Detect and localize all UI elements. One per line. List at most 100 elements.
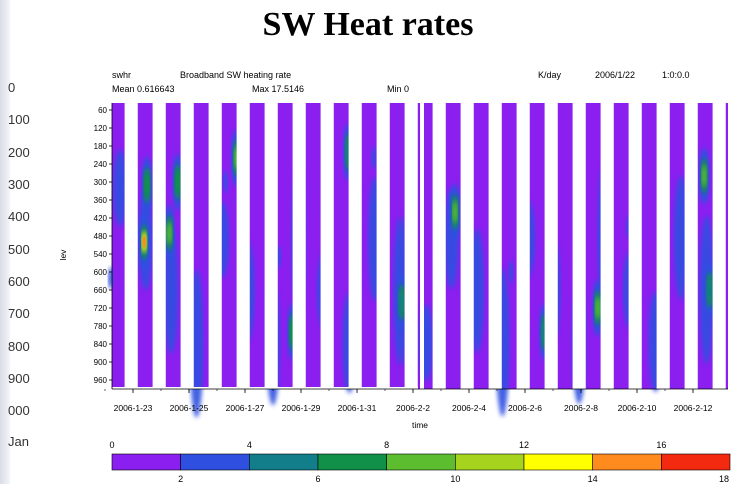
night-strip: [544, 103, 558, 389]
night-strip: [656, 103, 670, 389]
heatmap-cell: [113, 150, 127, 226]
night-strip: [712, 103, 726, 389]
page-title: SW Heat rates: [262, 6, 474, 43]
colorbar-segment: [523, 453, 593, 471]
min-label: Min 0: [387, 84, 410, 94]
background-axis-label: 500: [8, 242, 30, 257]
night-strip: [124, 103, 138, 389]
background-axis-label: 600: [8, 274, 30, 289]
y-tick-label: 660: [94, 286, 108, 295]
background-axis-label: Jan: [8, 434, 29, 449]
heatmap-cell: [166, 222, 172, 244]
colorbar-segment: [317, 453, 387, 471]
colorbar-top-label: 8: [384, 440, 389, 450]
colorbar-segment: [249, 453, 319, 471]
x-tick-label: 2006-1-27: [226, 403, 265, 413]
background-axis-label: 400: [8, 209, 30, 224]
night-strip: [376, 103, 390, 389]
y-tick-label: 840: [94, 340, 108, 349]
colorbar-top-label: 4: [247, 440, 252, 450]
variable-name: swhr: [112, 70, 132, 80]
night-strip: [516, 103, 530, 389]
x-tick-label: 2006-2-2: [396, 403, 430, 413]
background-axis-label: 300: [8, 177, 30, 192]
heatmap-cell: [142, 236, 146, 248]
night-strip: [600, 103, 614, 389]
x-tick-label: 2006-2-10: [618, 403, 657, 413]
heatmap-cell: [399, 291, 405, 313]
max-label: Max 17.5146: [252, 84, 305, 94]
y-tick-label: 600: [94, 268, 108, 277]
x-tick-label: 2006-2-6: [508, 403, 542, 413]
colorbar-segment: [111, 453, 181, 471]
heatmap-bottom-band: [112, 387, 418, 389]
night-strip: [320, 103, 334, 389]
y-axis-label: lev: [58, 249, 68, 261]
heatmap-cell: [175, 171, 181, 193]
night-strip: [348, 103, 362, 389]
night-strip: [432, 103, 446, 389]
colorbar-bottom-label: 2: [178, 474, 183, 484]
colorbar-top-label: 0: [109, 440, 114, 450]
y-tick-label: 240: [94, 160, 108, 169]
x-tick-label: 2006-1-23: [114, 403, 153, 413]
time-label: 1:0:0.0: [662, 70, 690, 80]
heatmap-cell: [707, 279, 713, 301]
x-tick-label: 2006-1-31: [338, 403, 377, 413]
y-tick-label: 120: [94, 124, 108, 133]
colorbar-segment: [180, 453, 250, 471]
colorbar-bottom-label: 10: [450, 474, 460, 484]
night-strip: [264, 103, 278, 389]
units-label: K/day: [538, 70, 562, 80]
left-edge-strip: [0, 0, 10, 484]
colorbar-segment: [661, 453, 731, 471]
background-axis-label: 100: [8, 112, 30, 127]
heatmap-cell: [144, 174, 150, 196]
heatmap-cell: [595, 297, 601, 319]
x-tick-label: 2006-2-12: [674, 403, 713, 413]
night-strip: [628, 103, 642, 389]
colorbar-segment: [455, 453, 525, 471]
y-tick-label: 420: [94, 214, 108, 223]
colorbar-bottom-label: 18: [719, 474, 729, 484]
background-axis-label: 800: [8, 339, 30, 354]
x-tick-label: 2006-1-25: [170, 403, 209, 413]
y-tick-label: 300: [94, 178, 108, 187]
night-strip: [236, 103, 250, 389]
background-axis-label: 0: [8, 80, 16, 95]
y-tick-label: 60: [98, 106, 107, 115]
y-tick-label: 720: [94, 304, 108, 313]
heatmap-cell: [164, 229, 178, 354]
heatmap-cell: [452, 201, 458, 223]
mean-label: Mean 0.616643: [112, 84, 175, 94]
colorbar-bottom-label: 14: [588, 474, 598, 484]
y-tick-label: 900: [94, 358, 108, 367]
y-tick-label: 360: [94, 196, 108, 205]
colorbar-segment: [592, 453, 662, 471]
heatmap-cell: [674, 175, 688, 300]
y-tick-label: 780: [94, 322, 108, 331]
background-axis-label: 200: [8, 145, 30, 160]
heatmap-cell: [222, 171, 228, 193]
night-strip: [292, 103, 306, 389]
heatmap-cell: [371, 147, 377, 169]
y-tick-label: 540: [94, 250, 108, 259]
heatmap-cell: [701, 165, 707, 187]
night-strip: [488, 103, 502, 389]
x-axis-label: time: [412, 420, 428, 430]
night-strip: [404, 103, 418, 389]
y-tick-label: 960: [94, 376, 108, 385]
colorbar-bottom-label: 6: [315, 474, 320, 484]
x-tick-label: 2006-1-29: [282, 403, 321, 413]
colorbar-top-label: 16: [656, 440, 666, 450]
y-tick-label: 180: [94, 142, 108, 151]
heatmap-cell: [508, 261, 514, 283]
variable-long-name: Broadband SW heating rate: [180, 70, 292, 80]
y-tick-label: 480: [94, 232, 108, 241]
background-axis-label: 000: [8, 403, 30, 418]
colorbar-segment: [386, 453, 456, 471]
x-tick-label: 2006-2-4: [452, 403, 486, 413]
date-label: 2006/1/22: [595, 70, 636, 80]
colorbar-top-label: 12: [519, 440, 529, 450]
